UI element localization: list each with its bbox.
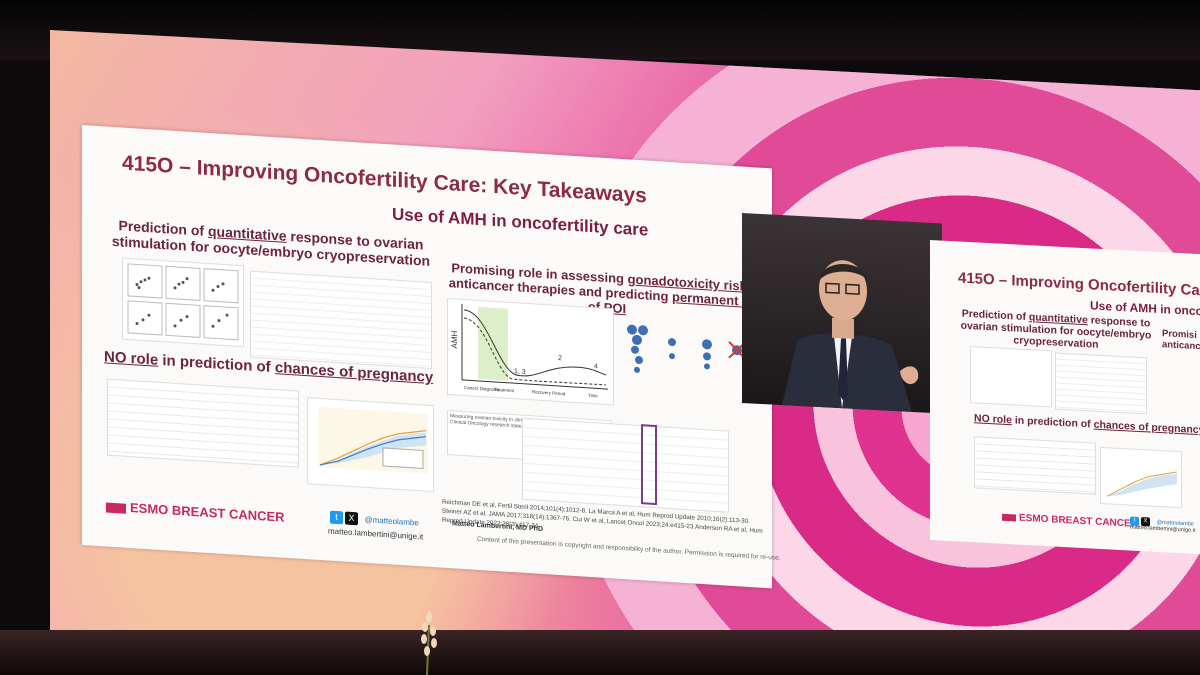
side-slide: 415O – Improving Oncofertility Care: Ke … [930,240,1200,556]
main-slide: 415O – Improving Oncofertility Care: Key… [82,125,781,589]
side-pregnancy-table [974,436,1096,495]
side-esmo-brand-text: ESMO BREAST CANCER [1019,512,1138,530]
amh-x-label-3: Recovery Period [532,389,566,396]
side-no-role-heading: NO role in prediction of chances of preg… [974,412,1200,436]
amh-graphic: AMH 1, 3 2 4 Cancer Diagnosis Treatment … [450,303,608,399]
side-no-role-underlined: NO role [974,412,1012,427]
side-right-heading-line-2: anticancer [1162,339,1200,353]
side-km-graphic [1106,471,1178,497]
scatter-plots-graphic [127,263,239,341]
side-km-chart [1100,446,1182,509]
slide-title: 415O – Improving Oncofertility Care: Key… [122,151,647,208]
stage-floor [0,630,1200,675]
gonadotoxicity-table [522,417,729,513]
pregnancy-table [107,378,299,468]
side-esmo-logo: ESMO BREAST CANCER [1002,512,1138,530]
flower-decoration [421,611,437,675]
amh-chart: AMH 1, 3 2 4 Cancer Diagnosis Treatment … [447,297,614,406]
cumulative-probability-chart [307,397,434,493]
no-role-underlined: NO role [104,348,159,369]
side-no-role-text: in prediction of [1011,414,1094,431]
social-handle: @matteolambe [364,515,419,528]
amh-point-label-1: 1, 3 [514,368,526,376]
slide-subtitle: Use of AMH in oncofertility care [392,204,649,240]
speaker-video [742,213,942,414]
correlation-table [250,270,432,370]
side-table [1055,352,1147,415]
amh-axis-label: AMH [450,330,459,349]
side-scatter-figure [970,346,1052,408]
twitter-icon: t [330,510,343,525]
side-esmo-logo-mark [1002,513,1016,522]
follicle-graphic [627,324,746,373]
follicle-diagram [617,319,757,408]
amh-x-label-2: Treatment [494,387,515,393]
speaker-figure [782,260,919,412]
km-curves-graphic [318,406,428,474]
side-no-role-underlined-2: chances of pregnancy [1093,418,1200,437]
amh-point-label-3: 4 [594,363,598,370]
side-slide-title: 415O – Improving Oncofertility Care: Ke [958,269,1200,301]
x-icon: X [345,511,358,526]
amh-x-label-1: Cancer Diagnosis [464,385,500,392]
scatter-plots-figure [122,257,244,348]
esmo-logo: ESMO BREAST CANCER [106,499,285,525]
side-right-heading: Promisi anticancer [1162,328,1200,354]
amh-point-label-2: 2 [558,355,562,362]
highlight-box [641,424,657,506]
esmo-logo-mark [106,502,126,514]
amh-x-label-4: Time [588,393,598,399]
esmo-brand-text: ESMO BREAST CANCER [130,500,285,525]
